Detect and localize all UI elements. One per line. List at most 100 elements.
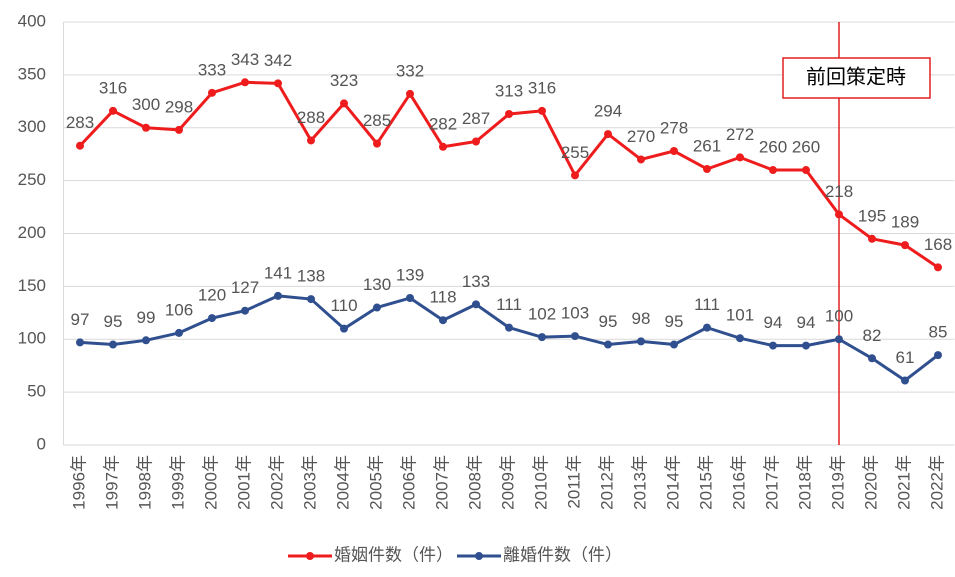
legend-marker xyxy=(475,552,483,560)
data-label: 283 xyxy=(66,113,94,132)
data-label: 294 xyxy=(594,102,622,121)
point xyxy=(142,123,150,132)
point xyxy=(109,106,117,115)
data-label: 195 xyxy=(858,206,886,225)
data-label: 218 xyxy=(825,182,853,201)
point xyxy=(736,153,744,162)
point xyxy=(472,137,480,146)
x-tick-label: 2020年 xyxy=(861,455,880,510)
point xyxy=(241,306,249,315)
data-label: 332 xyxy=(396,61,424,80)
data-label: 343 xyxy=(231,50,259,69)
point xyxy=(439,142,447,151)
data-label: 287 xyxy=(462,109,490,128)
data-label: 118 xyxy=(429,288,456,307)
y-tick-label: 150 xyxy=(18,276,46,295)
data-label: 98 xyxy=(632,309,651,328)
x-tick-label: 2003年 xyxy=(300,455,319,510)
x-tick-label: 2017年 xyxy=(762,455,781,510)
point xyxy=(637,155,645,164)
x-tick-label: 1997年 xyxy=(102,455,121,510)
x-tick-label: 1999年 xyxy=(168,455,187,510)
y-tick-label: 50 xyxy=(27,382,46,401)
data-label: 139 xyxy=(396,265,424,284)
data-label: 255 xyxy=(561,143,589,162)
point xyxy=(175,125,183,134)
data-label: 138 xyxy=(297,267,325,286)
data-label: 189 xyxy=(891,213,919,232)
point xyxy=(439,316,447,325)
legend-label: 婚姻件数（件） xyxy=(334,545,453,564)
x-tick-label: 2004年 xyxy=(333,455,352,510)
data-label: 282 xyxy=(429,114,457,133)
x-tick-label: 2013年 xyxy=(630,455,649,510)
data-label: 316 xyxy=(528,78,556,97)
data-label: 141 xyxy=(264,263,292,282)
point xyxy=(274,79,282,88)
point xyxy=(307,295,315,304)
point xyxy=(571,171,579,180)
x-tick-label: 2002年 xyxy=(267,455,286,510)
point xyxy=(307,136,315,145)
data-label: 100 xyxy=(825,307,853,326)
data-label: 106 xyxy=(165,300,193,319)
data-label: 313 xyxy=(495,81,523,100)
point xyxy=(406,294,414,303)
point xyxy=(505,110,513,119)
legend-marker xyxy=(306,552,314,560)
data-label: 260 xyxy=(792,138,820,157)
y-tick-label: 100 xyxy=(18,329,46,348)
point xyxy=(241,78,249,87)
y-tick-label: 350 xyxy=(18,64,46,83)
data-label: 94 xyxy=(797,313,816,332)
x-tick-label: 2015年 xyxy=(696,455,715,510)
point xyxy=(670,147,678,156)
y-tick-label: 300 xyxy=(18,117,46,136)
x-tick-label: 2006年 xyxy=(399,455,418,510)
y-tick-label: 400 xyxy=(18,11,46,30)
x-tick-label: 2009年 xyxy=(498,455,517,510)
data-label: 342 xyxy=(264,51,292,70)
point xyxy=(901,376,909,385)
data-label: 130 xyxy=(363,275,391,294)
data-label: 168 xyxy=(924,235,952,254)
point xyxy=(802,166,810,175)
point xyxy=(835,210,843,219)
x-tick-label: 1996年 xyxy=(69,455,88,510)
point xyxy=(76,338,84,347)
data-label: 95 xyxy=(665,312,684,331)
data-label: 133 xyxy=(462,272,490,291)
x-tick-label: 2014年 xyxy=(663,455,682,510)
data-label: 120 xyxy=(198,286,226,305)
point xyxy=(538,333,546,342)
point xyxy=(736,334,744,343)
x-tick-label: 2016年 xyxy=(729,455,748,510)
point xyxy=(934,263,942,272)
data-label: 288 xyxy=(297,108,325,127)
x-tick-label: 2005年 xyxy=(366,455,385,510)
x-tick-label: 2012年 xyxy=(597,455,616,510)
x-tick-label: 2000年 xyxy=(201,455,220,510)
point xyxy=(835,335,843,344)
y-tick-label: 200 xyxy=(18,223,46,242)
data-label: 101 xyxy=(726,306,754,325)
data-label: 333 xyxy=(198,60,226,79)
x-tick-label: 2018年 xyxy=(795,455,814,510)
point xyxy=(571,332,579,341)
point xyxy=(703,323,711,332)
y-tick-label: 0 xyxy=(37,434,46,453)
point xyxy=(868,354,876,363)
point xyxy=(406,89,414,98)
point xyxy=(340,99,348,108)
x-tick-label: 2001年 xyxy=(234,455,253,510)
data-label: 111 xyxy=(694,295,720,314)
data-label: 111 xyxy=(496,295,522,314)
point xyxy=(76,141,84,150)
point xyxy=(373,303,381,312)
point xyxy=(604,130,612,139)
data-label: 99 xyxy=(137,308,156,327)
data-label: 298 xyxy=(165,97,193,116)
data-label: 102 xyxy=(528,305,556,324)
x-tick-label: 2021年 xyxy=(894,455,913,510)
